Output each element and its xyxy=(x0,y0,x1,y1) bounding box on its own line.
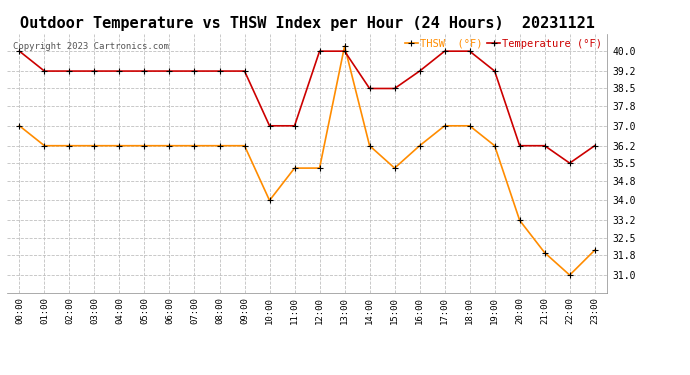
Title: Outdoor Temperature vs THSW Index per Hour (24 Hours)  20231121: Outdoor Temperature vs THSW Index per Ho… xyxy=(19,16,595,31)
Text: Copyright 2023 Cartronics.com: Copyright 2023 Cartronics.com xyxy=(13,42,169,51)
Legend: THSW  (°F), Temperature (°F): THSW (°F), Temperature (°F) xyxy=(401,35,606,53)
